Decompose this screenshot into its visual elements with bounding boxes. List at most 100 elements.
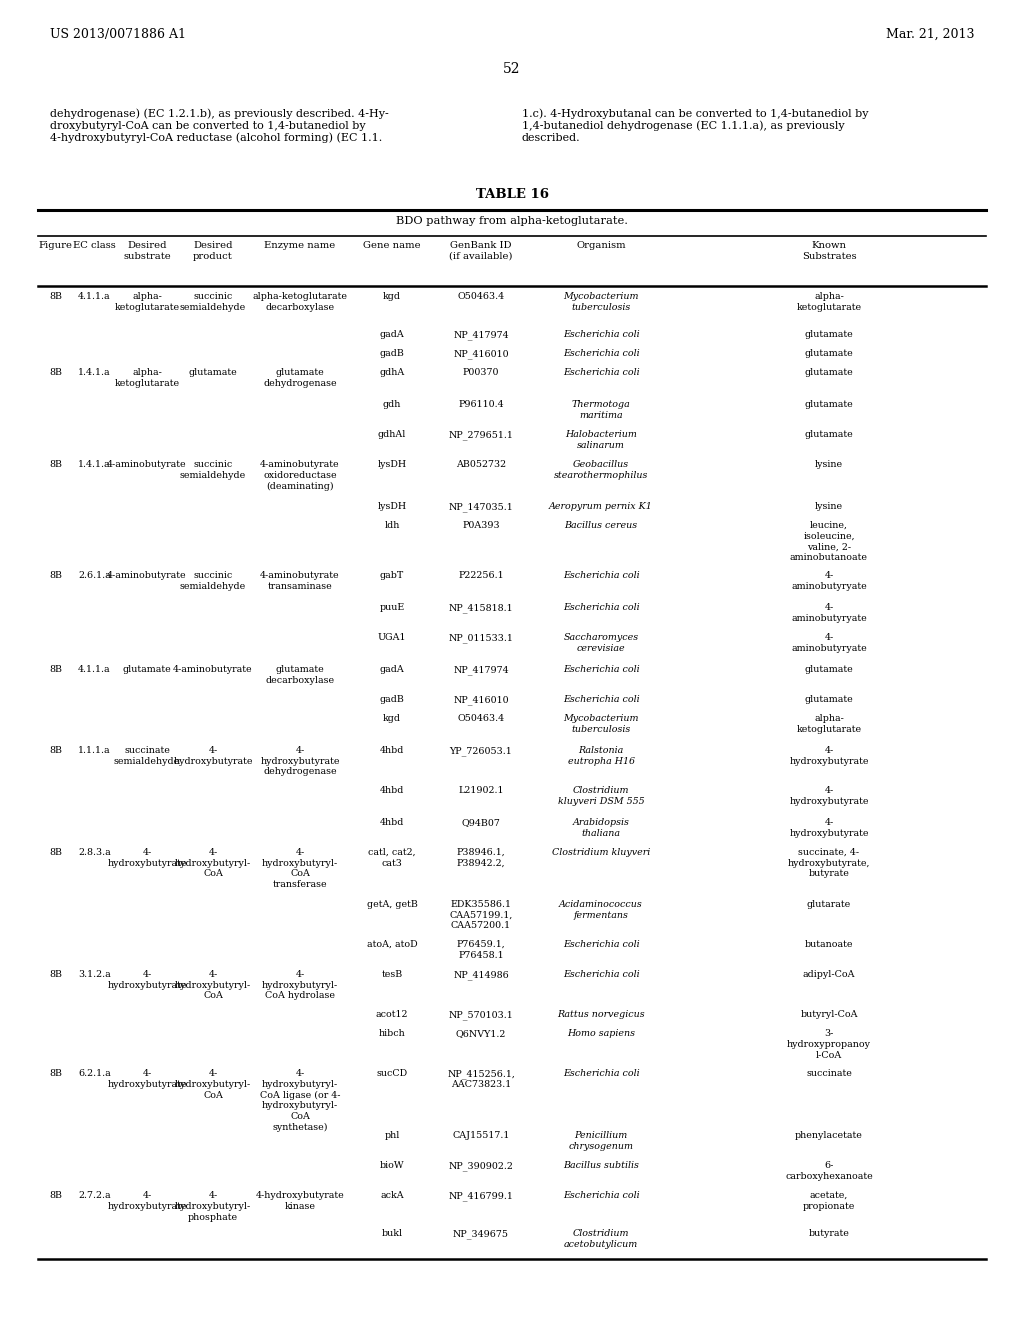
Text: tesB: tesB [381, 970, 402, 979]
Text: glutamate: glutamate [805, 430, 853, 440]
Text: NP_417974: NP_417974 [454, 330, 509, 339]
Text: Gene name: Gene name [364, 242, 421, 249]
Text: alpha-
ketoglutarate: alpha- ketoglutarate [797, 292, 861, 312]
Text: Mycobacterium
tuberculosis: Mycobacterium tuberculosis [563, 714, 639, 734]
Text: Desired
product: Desired product [194, 242, 232, 261]
Text: Saccharomyces
cerevisiae: Saccharomyces cerevisiae [563, 634, 639, 653]
Text: 4-
hydroxybutyryl-
CoA hydrolase: 4- hydroxybutyryl- CoA hydrolase [262, 970, 338, 1001]
Text: 4-
hydroxybutyryl-
CoA ligase (or 4-
hydroxybutyryl-
CoA
synthetase): 4- hydroxybutyryl- CoA ligase (or 4- hyd… [260, 1069, 340, 1133]
Text: 1.c). 4-Hydroxybutanal can be converted to 1,4-butanediol by
1,4-butanediol dehy: 1.c). 4-Hydroxybutanal can be converted … [522, 108, 868, 144]
Text: NP_570103.1: NP_570103.1 [449, 1010, 513, 1019]
Text: BDO pathway from alpha-ketoglutarate.: BDO pathway from alpha-ketoglutarate. [396, 216, 628, 226]
Text: NP_416799.1: NP_416799.1 [449, 1191, 513, 1201]
Text: Aeropyrum pernix K1: Aeropyrum pernix K1 [549, 502, 653, 511]
Text: butyrate: butyrate [809, 1229, 850, 1238]
Text: glutarate: glutarate [807, 900, 851, 909]
Text: 8B: 8B [49, 292, 62, 301]
Text: Escherichia coli: Escherichia coli [562, 696, 639, 704]
Text: kgd: kgd [383, 714, 401, 723]
Text: Escherichia coli: Escherichia coli [562, 603, 639, 612]
Text: 8B: 8B [49, 572, 62, 579]
Text: catl, cat2,
cat3: catl, cat2, cat3 [369, 847, 416, 867]
Text: Escherichia coli: Escherichia coli [562, 940, 639, 949]
Text: 8B: 8B [49, 368, 62, 378]
Text: P96110.4: P96110.4 [458, 400, 504, 409]
Text: gadA: gadA [380, 665, 404, 675]
Text: EDK35586.1
CAA57199.1,
CAA57200.1: EDK35586.1 CAA57199.1, CAA57200.1 [450, 900, 513, 931]
Text: Escherichia coli: Escherichia coli [562, 665, 639, 675]
Text: P00370: P00370 [463, 368, 500, 378]
Text: 8B: 8B [49, 847, 62, 857]
Text: Escherichia coli: Escherichia coli [562, 368, 639, 378]
Text: succinate, 4-
hydroxybutyrate,
butyrate: succinate, 4- hydroxybutyrate, butyrate [787, 847, 870, 879]
Text: 52: 52 [503, 62, 521, 77]
Text: AB052732: AB052732 [456, 459, 506, 469]
Text: 1.4.1.a: 1.4.1.a [78, 368, 111, 378]
Text: gdh: gdh [383, 400, 401, 409]
Text: 1.4.1.a: 1.4.1.a [78, 459, 111, 469]
Text: lysine: lysine [815, 502, 843, 511]
Text: 6.2.1.a: 6.2.1.a [78, 1069, 111, 1078]
Text: 4-
hydroxybutyryl-
CoA: 4- hydroxybutyryl- CoA [175, 1069, 251, 1100]
Text: phl: phl [384, 1131, 399, 1140]
Text: Q94B07: Q94B07 [462, 818, 501, 828]
Text: TABLE 16: TABLE 16 [475, 187, 549, 201]
Text: NP_011533.1: NP_011533.1 [449, 634, 513, 643]
Text: Clostridium
kluyveri DSM 555: Clostridium kluyveri DSM 555 [558, 785, 644, 805]
Text: lysDH: lysDH [378, 459, 407, 469]
Text: hibch: hibch [379, 1030, 406, 1038]
Text: Organism: Organism [577, 242, 626, 249]
Text: gadA: gadA [380, 330, 404, 339]
Text: 2.7.2.a: 2.7.2.a [78, 1191, 111, 1200]
Text: Escherichia coli: Escherichia coli [562, 1191, 639, 1200]
Text: 4-aminobutyrate
oxidoreductase
(deaminating): 4-aminobutyrate oxidoreductase (deaminat… [260, 459, 340, 491]
Text: 4-
hydroxybutyrate: 4- hydroxybutyrate [790, 785, 868, 805]
Text: phenylacetate: phenylacetate [795, 1131, 863, 1140]
Text: succinic
semialdehyde: succinic semialdehyde [180, 572, 246, 591]
Text: 8B: 8B [49, 970, 62, 979]
Text: succinic
semialdehyde: succinic semialdehyde [180, 459, 246, 479]
Text: dehydrogenase) (EC 1.2.1.b), as previously described. 4-Hy-
droxybutyryl-CoA can: dehydrogenase) (EC 1.2.1.b), as previous… [50, 108, 389, 144]
Text: Bacillus cereus: Bacillus cereus [564, 521, 638, 531]
Text: 4hbd: 4hbd [380, 746, 404, 755]
Text: alpha-
ketoglutarate: alpha- ketoglutarate [115, 292, 179, 312]
Text: getA, getB: getA, getB [367, 900, 418, 909]
Text: L21902.1: L21902.1 [459, 785, 504, 795]
Text: bukl: bukl [381, 1229, 402, 1238]
Text: NP_415256.1,
AAC73823.1: NP_415256.1, AAC73823.1 [447, 1069, 515, 1089]
Text: succinate: succinate [806, 1069, 852, 1078]
Text: 8B: 8B [49, 746, 62, 755]
Text: P38946.1,
P38942.2,: P38946.1, P38942.2, [457, 847, 506, 867]
Text: 4.1.1.a: 4.1.1.a [78, 292, 111, 301]
Text: alpha-
ketoglutarate: alpha- ketoglutarate [115, 368, 179, 388]
Text: NP_147035.1: NP_147035.1 [449, 502, 513, 512]
Text: gadB: gadB [380, 348, 404, 358]
Text: 8B: 8B [49, 459, 62, 469]
Text: Enzyme name: Enzyme name [264, 242, 336, 249]
Text: glutamate: glutamate [805, 696, 853, 704]
Text: acetate,
propionate: acetate, propionate [803, 1191, 855, 1210]
Text: adipyl-CoA: adipyl-CoA [803, 970, 855, 979]
Text: 2.8.3.a: 2.8.3.a [78, 847, 111, 857]
Text: glutamate
decarboxylase: glutamate decarboxylase [265, 665, 335, 685]
Text: 4.1.1.a: 4.1.1.a [78, 665, 111, 675]
Text: 4-
hydroxybutyryl-
CoA: 4- hydroxybutyryl- CoA [175, 970, 251, 1001]
Text: 4hbd: 4hbd [380, 785, 404, 795]
Text: 4-
aminobutyryate: 4- aminobutyryate [792, 634, 867, 653]
Text: P22256.1: P22256.1 [458, 572, 504, 579]
Text: 3-
hydroxypropanoy
l-CoA: 3- hydroxypropanoy l-CoA [787, 1030, 871, 1060]
Text: Known
Substrates: Known Substrates [802, 242, 856, 261]
Text: NP_416010: NP_416010 [454, 348, 509, 359]
Text: Geobacillus
stearothermophilus: Geobacillus stearothermophilus [554, 459, 648, 479]
Text: NP_417974: NP_417974 [454, 665, 509, 675]
Text: 4-
aminobutyryate: 4- aminobutyryate [792, 603, 867, 623]
Text: Escherichia coli: Escherichia coli [562, 348, 639, 358]
Text: P76459.1,
P76458.1: P76459.1, P76458.1 [457, 940, 506, 960]
Text: 4-
hydroxybutyrate: 4- hydroxybutyrate [108, 847, 186, 867]
Text: Escherichia coli: Escherichia coli [562, 572, 639, 579]
Text: 4-
hydroxybutyrate: 4- hydroxybutyrate [173, 746, 253, 766]
Text: glutamate
dehydrogenase: glutamate dehydrogenase [263, 368, 337, 388]
Text: 8B: 8B [49, 665, 62, 675]
Text: butyryl-CoA: butyryl-CoA [800, 1010, 858, 1019]
Text: P0A393: P0A393 [462, 521, 500, 531]
